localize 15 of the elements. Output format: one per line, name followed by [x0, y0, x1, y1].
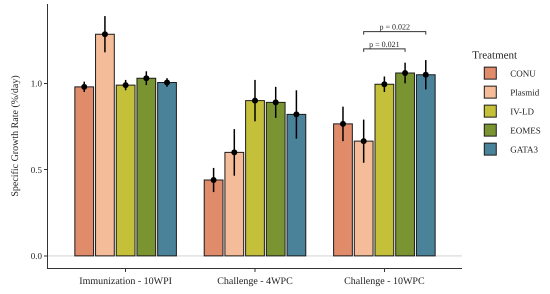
- y-tick-label: 1.0: [30, 78, 42, 89]
- legend-label: GATA3: [510, 144, 539, 155]
- y-tick-label: 0.0: [30, 251, 42, 262]
- legend-label: Plasmid: [510, 88, 540, 98]
- x-tick-label: Challenge - 10WPC: [344, 276, 425, 288]
- y-axis-title: Specific Growth Rate (%/day): [10, 75, 21, 197]
- x-tick-label: Immunization - 10WPI: [79, 276, 172, 288]
- legend-label: CONU: [510, 68, 536, 79]
- y-tick-label: 0.5: [30, 164, 42, 175]
- x-tick-label: Challenge - 4WPC: [217, 276, 294, 288]
- legend-label: IV-LD: [510, 106, 534, 117]
- legend-label: EOMES: [510, 126, 541, 136]
- annotation: p = 0.022: [379, 22, 410, 32]
- legend-title: Treatment: [472, 50, 518, 62]
- annotation: p = 0.021: [369, 40, 400, 49]
